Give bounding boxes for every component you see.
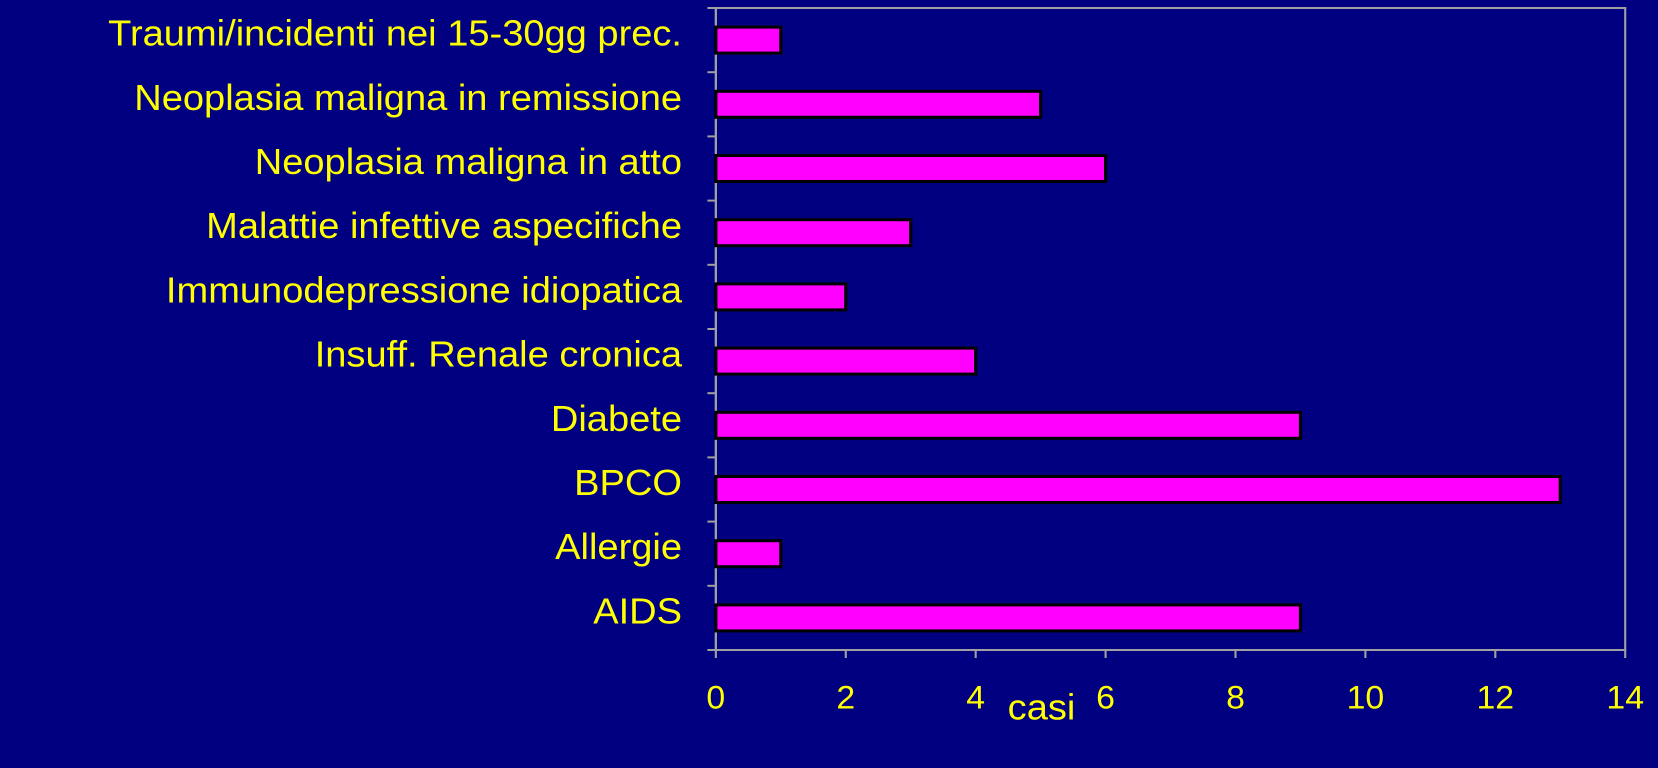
y-tick-label: Neoplasia maligna in atto — [255, 141, 682, 182]
bar — [714, 603, 1303, 633]
bar — [714, 218, 913, 248]
x-tick-label: 4 — [966, 679, 985, 715]
y-tick-label: Diabete — [551, 398, 682, 439]
bar — [714, 25, 783, 55]
x-tick-label: 12 — [1476, 679, 1514, 715]
bar — [714, 89, 1043, 119]
y-tick-label: AIDS — [593, 590, 682, 631]
x-tick-label: 6 — [1096, 679, 1115, 715]
y-tick-label: Immunodepressione idiopatica — [166, 269, 683, 310]
bar — [714, 282, 848, 312]
x-axis-label: casi — [1008, 686, 1076, 727]
bar — [714, 346, 978, 376]
bar — [714, 410, 1303, 440]
x-tick-label: 10 — [1347, 679, 1385, 715]
x-tick-label: 8 — [1226, 679, 1245, 715]
y-tick-label: Insuff. Renale cronica — [315, 334, 683, 375]
bar — [714, 154, 1108, 183]
x-tick-label: 0 — [706, 679, 725, 715]
y-tick-label: Neoplasia maligna in remissione — [134, 77, 682, 118]
bar — [714, 539, 783, 569]
x-tick-label: 2 — [836, 679, 855, 715]
x-tick-label: 14 — [1606, 679, 1644, 715]
y-tick-label: Traumi/incidenti nei 15-30gg prec. — [108, 13, 682, 54]
y-tick-label: Allergie — [555, 526, 682, 567]
y-tick-label: BPCO — [574, 462, 682, 503]
y-tick-label: Malattie infettive aspecifiche — [206, 205, 682, 246]
bar — [714, 475, 1562, 504]
